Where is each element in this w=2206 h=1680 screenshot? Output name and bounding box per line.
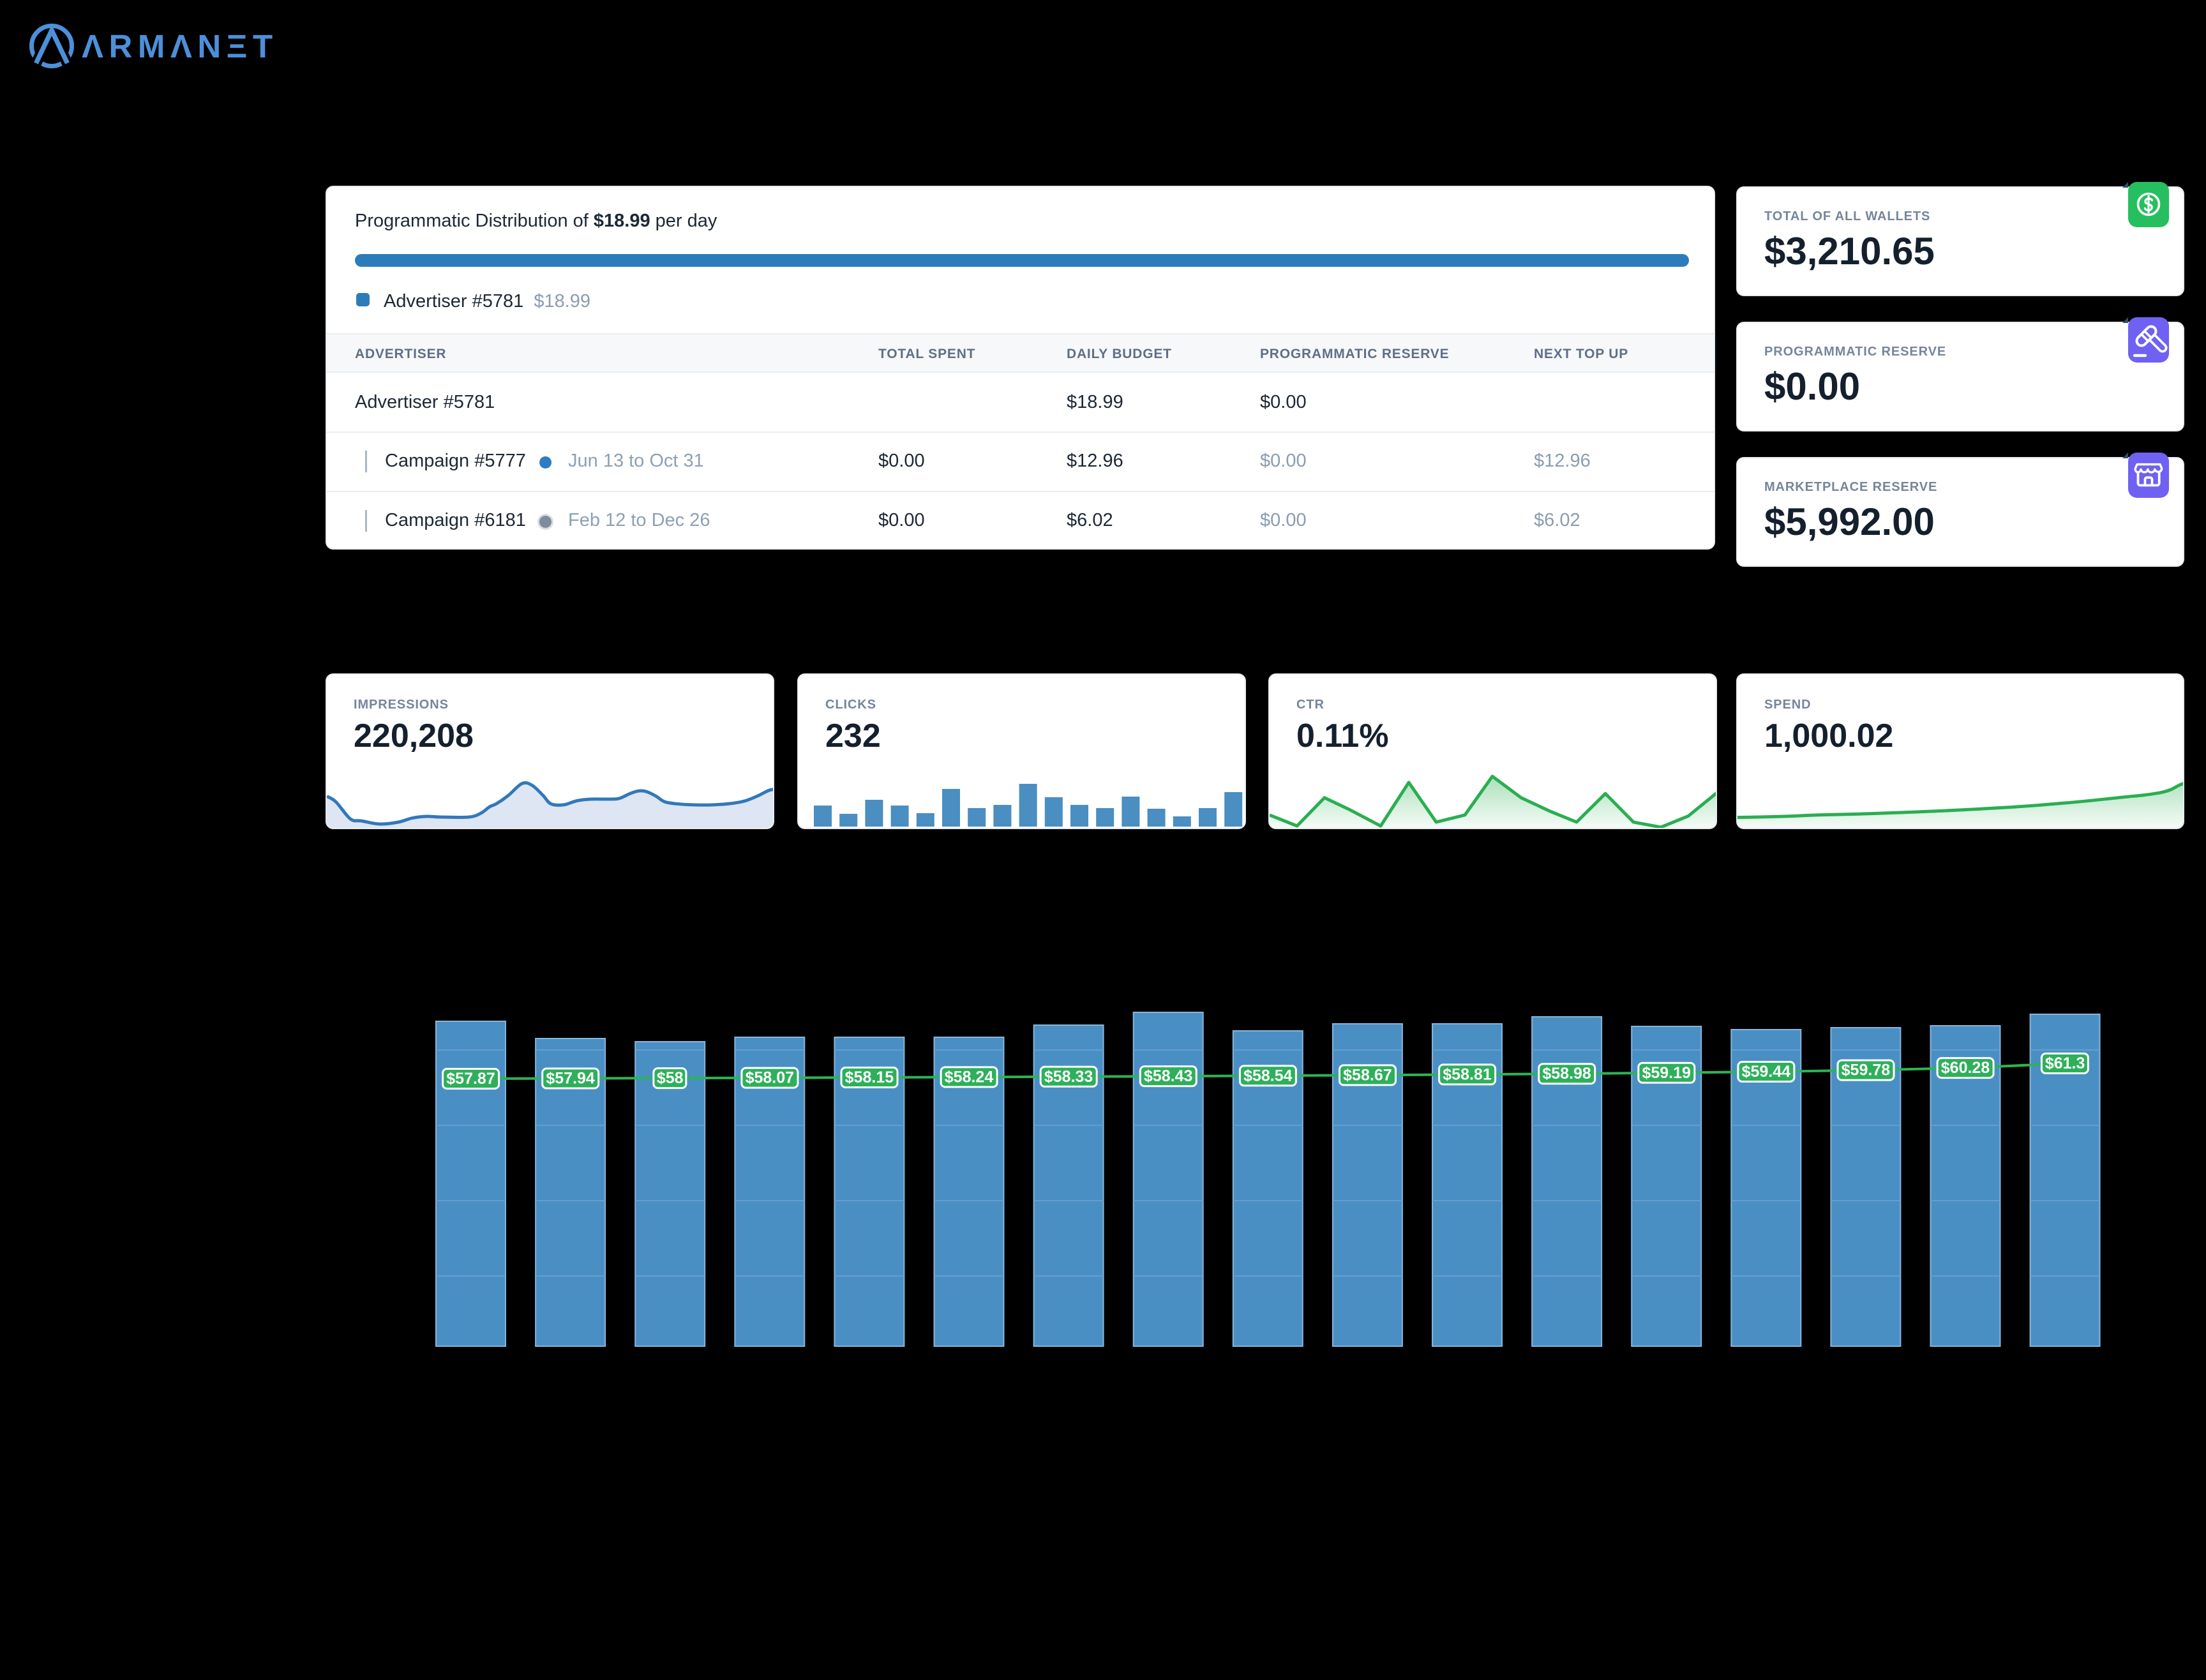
svg-text:$58.43: $58.43	[1144, 1067, 1192, 1085]
svg-text:$57.87: $57.87	[446, 1070, 495, 1088]
svg-text:$58.15: $58.15	[845, 1069, 894, 1086]
svg-text:$58.54: $58.54	[1243, 1067, 1293, 1084]
svg-text:$58.67: $58.67	[1343, 1066, 1392, 1084]
svg-text:$59.78: $59.78	[1842, 1061, 1891, 1079]
svg-text:$57.94: $57.94	[546, 1070, 595, 1088]
svg-text:$58.81: $58.81	[1443, 1065, 1492, 1083]
svg-text:$59.19: $59.19	[1642, 1064, 1690, 1082]
svg-text:$60.28: $60.28	[1941, 1059, 1990, 1077]
svg-text:$58.24: $58.24	[945, 1068, 994, 1086]
svg-text:$61.3: $61.3	[2045, 1054, 2085, 1072]
svg-text:$58: $58	[657, 1069, 684, 1087]
svg-text:$59.44: $59.44	[1742, 1063, 1791, 1081]
svg-text:$58.07: $58.07	[746, 1069, 794, 1087]
svg-text:$58.33: $58.33	[1044, 1068, 1093, 1086]
svg-text:$58.98: $58.98	[1542, 1065, 1591, 1083]
svg-text:ΛRMΛNΞT: ΛRMΛNΞT	[82, 28, 278, 64]
